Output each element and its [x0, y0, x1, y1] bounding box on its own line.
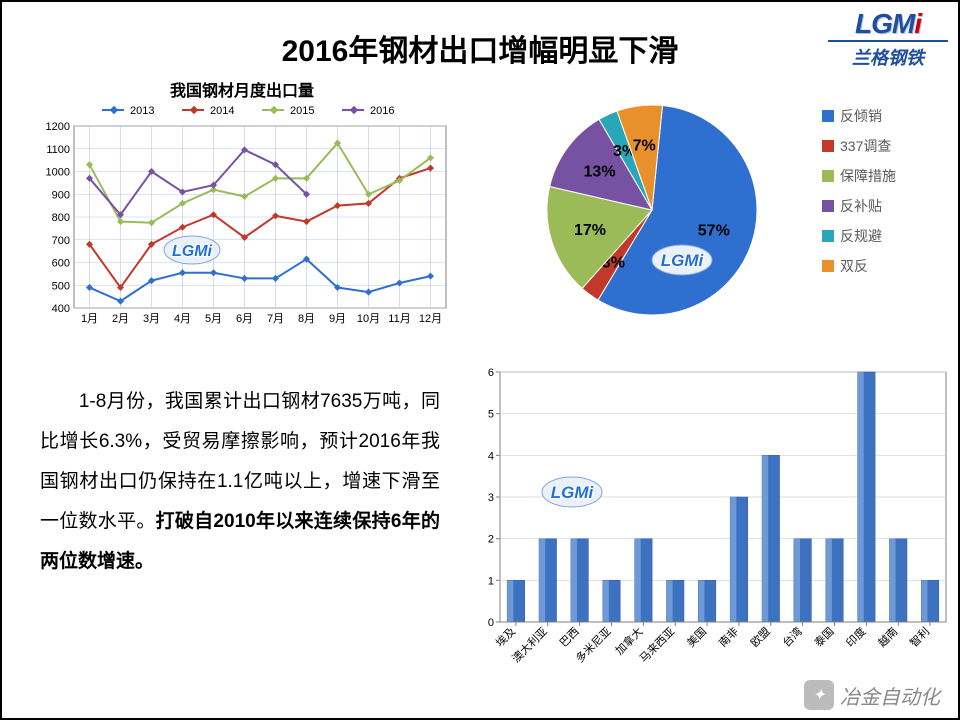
svg-text:8月: 8月 — [298, 313, 315, 325]
svg-text:9月: 9月 — [329, 313, 346, 325]
svg-text:2013: 2013 — [130, 105, 154, 117]
page-title: 2016年钢材出口增幅明显下滑 — [282, 26, 679, 70]
svg-text:2: 2 — [488, 534, 494, 546]
brand-logo-en: LGMi — [828, 8, 948, 40]
svg-text:我国钢材月度出口量: 我国钢材月度出口量 — [170, 81, 314, 100]
wechat-icon: ✦ — [804, 680, 834, 710]
svg-text:欧盟: 欧盟 — [748, 625, 773, 650]
svg-text:2014: 2014 — [210, 105, 234, 117]
svg-text:1200: 1200 — [46, 121, 70, 133]
svg-text:LGMi: LGMi — [551, 483, 595, 502]
svg-text:6月: 6月 — [236, 313, 253, 325]
svg-text:反规避: 反规避 — [840, 228, 882, 244]
svg-text:17%: 17% — [574, 222, 606, 239]
paragraph-indent — [40, 391, 79, 412]
svg-text:337调查: 337调查 — [840, 138, 891, 154]
svg-text:反补贴: 反补贴 — [840, 198, 882, 214]
svg-text:7月: 7月 — [267, 313, 284, 325]
wechat-attribution: ✦ 冶金自动化 — [804, 680, 940, 710]
svg-text:多米尼亚: 多米尼亚 — [573, 624, 614, 665]
svg-text:6: 6 — [488, 367, 494, 379]
svg-text:马来西亚: 马来西亚 — [637, 625, 677, 665]
svg-text:1: 1 — [488, 575, 494, 587]
svg-text:900: 900 — [52, 189, 70, 201]
svg-text:4: 4 — [488, 450, 494, 462]
svg-text:越南: 越南 — [875, 624, 900, 649]
svg-text:600: 600 — [52, 258, 70, 270]
svg-text:57%: 57% — [698, 222, 730, 239]
svg-text:1月: 1月 — [81, 313, 98, 325]
svg-text:印度: 印度 — [843, 624, 868, 649]
svg-text:LGMi: LGMi — [172, 243, 213, 260]
svg-text:2月: 2月 — [112, 313, 129, 325]
svg-text:双反: 双反 — [840, 258, 868, 274]
svg-text:12月: 12月 — [419, 313, 442, 325]
svg-text:3月: 3月 — [143, 313, 160, 325]
svg-text:澳大利亚: 澳大利亚 — [509, 624, 550, 665]
pie-chart-trade-cases: 57%3%17%13%3%7%反倾销337调查保障措施反补贴反规避双反LGMi — [482, 80, 942, 340]
svg-text:1100: 1100 — [46, 144, 70, 156]
brand-logo-cn: 兰格钢铁 — [828, 40, 948, 70]
svg-text:800: 800 — [52, 212, 70, 224]
svg-text:巴西: 巴西 — [558, 626, 582, 650]
svg-text:5: 5 — [488, 409, 494, 421]
svg-text:LGMi: LGMi — [661, 251, 705, 270]
svg-text:反倾销: 反倾销 — [840, 108, 882, 124]
wechat-label: 冶金自动化 — [840, 681, 940, 710]
svg-text:700: 700 — [52, 235, 70, 247]
svg-text:5月: 5月 — [205, 313, 222, 325]
svg-text:台湾: 台湾 — [779, 624, 804, 649]
svg-text:4月: 4月 — [174, 313, 191, 325]
brand-logo: LGMi 兰格钢铁 — [828, 8, 948, 70]
svg-text:0: 0 — [488, 617, 494, 629]
svg-text:泰国: 泰国 — [811, 624, 836, 649]
svg-text:2016: 2016 — [370, 105, 394, 117]
svg-text:11月: 11月 — [388, 313, 410, 325]
svg-text:13%: 13% — [584, 163, 616, 180]
svg-text:保障措施: 保障措施 — [840, 168, 896, 184]
summary-paragraph: 1-8月份，我国累计出口钢材7635万吨，同比增长6.3%，受贸易摩擦影响，预计… — [40, 382, 440, 581]
svg-text:埃及: 埃及 — [493, 624, 518, 649]
svg-text:400: 400 — [52, 303, 70, 315]
svg-text:智利: 智利 — [907, 624, 932, 649]
svg-text:500: 500 — [52, 280, 70, 292]
svg-text:南非: 南非 — [716, 625, 741, 650]
svg-text:1000: 1000 — [46, 167, 70, 179]
svg-text:2015: 2015 — [290, 105, 314, 117]
svg-text:美国: 美国 — [684, 625, 709, 650]
svg-text:7%: 7% — [633, 137, 656, 154]
svg-text:加拿大: 加拿大 — [612, 624, 645, 657]
line-chart-monthly-exports: 我国钢材月度出口量 2013 2014 2015 2016 400 500 600 700 800… — [32, 80, 452, 330]
bar-chart-by-country: 0 1 2 3 4 5 6 埃及澳大利亚巴西多米尼亚加拿大马来西亚美国南非欧盟台湾泰国印度越南… — [472, 362, 952, 702]
svg-text:3: 3 — [488, 492, 494, 504]
svg-text:10月: 10月 — [357, 313, 380, 325]
